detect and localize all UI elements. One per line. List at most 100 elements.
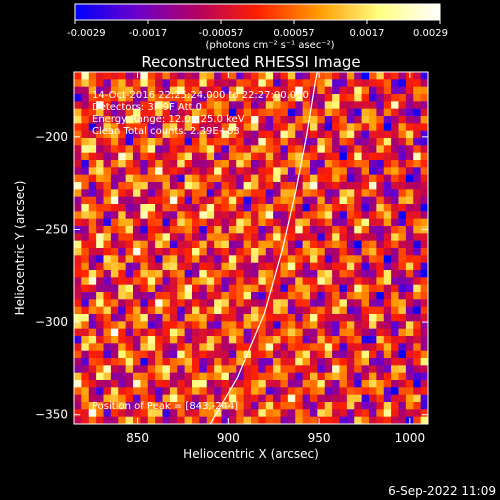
- heatmap-cell: [302, 350, 311, 359]
- heatmap-cell: [177, 299, 186, 308]
- heatmap-cell: [184, 292, 193, 300]
- heatmap-cell: [206, 196, 215, 205]
- heatmap-cell: [103, 72, 112, 80]
- heatmap-cell: [118, 196, 127, 205]
- heatmap-cell: [221, 211, 230, 220]
- heatmap-cell: [280, 226, 289, 234]
- heatmap-cell: [354, 372, 363, 381]
- heatmap-cell: [155, 211, 163, 220]
- heatmap-cell: [192, 130, 200, 139]
- heatmap-cell: [177, 262, 186, 271]
- heatmap-cell: [310, 255, 318, 264]
- heatmap-cell: [420, 306, 428, 315]
- heatmap-cell: [221, 130, 230, 139]
- heatmap-cell: [295, 72, 304, 80]
- heatmap-cell: [398, 240, 407, 249]
- heatmap-cell: [236, 336, 245, 344]
- heatmap-cell: [125, 248, 134, 256]
- heatmap-cell: [332, 130, 340, 139]
- heatmap-cell: [214, 240, 222, 249]
- heatmap-cell: [140, 116, 149, 124]
- heatmap-cell: [221, 314, 230, 322]
- heatmap-cell: [324, 416, 333, 424]
- heatmap-cell: [265, 79, 274, 88]
- heatmap-cell: [236, 292, 245, 300]
- heatmap-cell: [199, 138, 208, 146]
- heatmap-cell: [332, 211, 340, 220]
- heatmap-cell: [177, 218, 186, 227]
- heatmap-cell: [405, 380, 414, 388]
- heatmap-cell: [147, 130, 156, 139]
- heatmap-cell: [339, 365, 348, 374]
- heatmap-cell: [317, 358, 326, 366]
- heatmap-cell: [317, 218, 326, 227]
- heatmap-cell: [243, 174, 252, 183]
- heatmap-cell: [310, 306, 318, 315]
- heatmap-cell: [295, 211, 304, 220]
- heatmap-cell: [192, 262, 200, 271]
- heatmap-cell: [118, 394, 127, 403]
- heatmap-cell: [295, 314, 304, 322]
- heatmap-cell: [184, 270, 193, 278]
- heatmap-cell: [147, 380, 156, 388]
- heatmap-cell: [199, 160, 208, 168]
- heatmap-cell: [74, 358, 82, 366]
- heatmap-cell: [332, 262, 340, 271]
- heatmap-cell: [287, 138, 296, 146]
- heatmap-cell: [317, 306, 326, 315]
- heatmap-cell: [258, 299, 267, 308]
- heatmap-cell: [192, 211, 200, 220]
- heatmap-cell: [258, 233, 267, 242]
- heatmap-cell: [118, 365, 127, 374]
- heatmap-cell: [81, 204, 90, 212]
- heatmap-cell: [96, 108, 104, 117]
- heatmap-cell: [236, 123, 245, 132]
- heatmap-cell: [140, 204, 149, 212]
- heatmap-cell: [317, 350, 326, 359]
- heatmap-cell: [155, 138, 163, 146]
- heatmap-cell: [332, 365, 340, 374]
- heatmap-cell: [324, 277, 333, 286]
- heatmap-cell: [391, 328, 399, 337]
- heatmap-cell: [383, 292, 392, 300]
- heatmap-cell: [317, 365, 326, 374]
- heatmap-cell: [391, 204, 399, 212]
- heatmap-cell: [287, 416, 296, 424]
- heatmap-cell: [125, 226, 134, 234]
- heatmap-cell: [162, 152, 171, 161]
- heatmap-cell: [162, 409, 171, 418]
- heatmap-cell: [103, 336, 112, 344]
- heatmap-cell: [258, 277, 267, 286]
- heatmap-cell: [339, 402, 348, 410]
- heatmap-cell: [206, 108, 215, 117]
- heatmap-cell: [405, 240, 414, 249]
- heatmap-cell: [74, 394, 82, 403]
- heatmap-cell: [273, 321, 281, 330]
- heatmap-cell: [236, 314, 245, 322]
- heatmap-cell: [103, 152, 112, 161]
- heatmap-cell: [339, 387, 348, 396]
- heatmap-cell: [354, 328, 363, 337]
- heatmap-cell: [228, 306, 237, 315]
- heatmap-cell: [214, 167, 222, 176]
- heatmap-cell: [324, 130, 333, 139]
- heatmap-cell: [287, 86, 296, 95]
- heatmap-cell: [118, 174, 127, 183]
- heatmap-cell: [147, 138, 156, 146]
- heatmap-cell: [324, 116, 333, 124]
- heatmap-cell: [339, 211, 348, 220]
- heatmap-cell: [354, 123, 363, 132]
- heatmap-cell: [221, 336, 230, 344]
- heatmap-cell: [177, 101, 186, 110]
- heatmap-cell: [96, 284, 104, 293]
- heatmap-cell: [155, 409, 163, 418]
- heatmap-cell: [118, 284, 127, 293]
- heatmap-cell: [74, 123, 82, 132]
- heatmap-cell: [317, 416, 326, 424]
- heatmap-cell: [221, 182, 230, 190]
- heatmap-cell: [214, 160, 222, 168]
- heatmap-cell: [346, 343, 355, 352]
- heatmap-cell: [420, 218, 428, 227]
- heatmap-cell: [184, 248, 193, 256]
- heatmap-cell: [147, 240, 156, 249]
